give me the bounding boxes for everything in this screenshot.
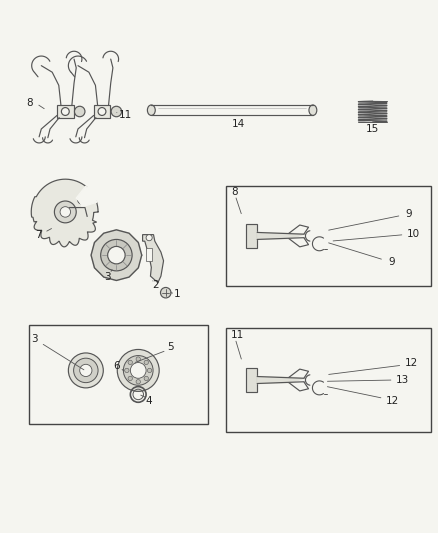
- Polygon shape: [246, 368, 257, 392]
- Circle shape: [117, 350, 159, 391]
- Polygon shape: [257, 376, 304, 384]
- Text: 9: 9: [406, 209, 412, 219]
- Circle shape: [74, 358, 98, 383]
- Text: 5: 5: [168, 342, 174, 352]
- Polygon shape: [257, 232, 304, 239]
- Text: 3: 3: [31, 334, 38, 344]
- Circle shape: [61, 108, 69, 116]
- Text: 12: 12: [386, 396, 399, 406]
- Circle shape: [111, 106, 122, 117]
- Circle shape: [68, 353, 103, 388]
- Circle shape: [98, 108, 106, 116]
- Polygon shape: [31, 179, 98, 247]
- Polygon shape: [146, 248, 152, 261]
- Text: 11: 11: [231, 330, 244, 341]
- Circle shape: [101, 239, 132, 271]
- Polygon shape: [76, 186, 97, 207]
- Text: 4: 4: [146, 396, 152, 406]
- Circle shape: [60, 207, 71, 217]
- Circle shape: [125, 368, 129, 373]
- Circle shape: [128, 376, 132, 381]
- Circle shape: [148, 368, 152, 373]
- Text: 7: 7: [35, 230, 42, 240]
- Text: 15: 15: [366, 124, 379, 134]
- Circle shape: [80, 364, 92, 376]
- Circle shape: [136, 379, 141, 384]
- Circle shape: [144, 360, 148, 365]
- Text: 6: 6: [113, 361, 120, 371]
- Text: 2: 2: [152, 280, 159, 290]
- Circle shape: [128, 360, 132, 365]
- Circle shape: [54, 201, 76, 223]
- Polygon shape: [246, 224, 257, 248]
- Text: 11: 11: [119, 110, 132, 120]
- Text: 13: 13: [396, 375, 409, 385]
- Circle shape: [136, 357, 141, 361]
- Polygon shape: [94, 106, 110, 118]
- Polygon shape: [143, 235, 163, 282]
- Circle shape: [124, 356, 153, 385]
- Polygon shape: [91, 230, 142, 280]
- Text: 8: 8: [231, 187, 237, 197]
- Text: 1: 1: [173, 289, 180, 300]
- Text: 9: 9: [388, 257, 395, 267]
- Text: 14: 14: [232, 119, 245, 129]
- Circle shape: [108, 246, 125, 264]
- Circle shape: [131, 362, 146, 378]
- Text: 3: 3: [104, 271, 111, 281]
- Circle shape: [74, 106, 85, 117]
- Text: 8: 8: [26, 98, 32, 108]
- Ellipse shape: [309, 105, 317, 116]
- Text: 12: 12: [404, 358, 418, 368]
- Circle shape: [144, 376, 148, 381]
- Text: 10: 10: [407, 229, 420, 239]
- Polygon shape: [57, 106, 74, 118]
- Ellipse shape: [148, 105, 155, 116]
- Circle shape: [146, 235, 152, 241]
- Circle shape: [160, 287, 171, 298]
